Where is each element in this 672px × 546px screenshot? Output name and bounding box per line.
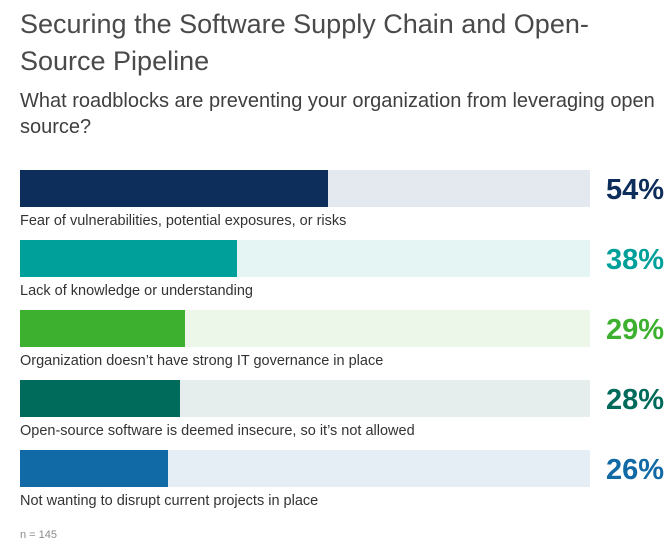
bar-fill xyxy=(20,170,328,207)
bar-row: 28% Open-source software is deemed insec… xyxy=(0,380,672,450)
bar-value-label: 29% xyxy=(605,314,664,346)
bar-fill xyxy=(20,450,169,487)
bar-track xyxy=(20,240,590,277)
bar-value-label: 38% xyxy=(605,244,664,276)
bar-track xyxy=(20,170,590,207)
bar-category-label: Organization doesn’t have strong IT gove… xyxy=(20,353,384,369)
bar-value-label: 28% xyxy=(605,384,664,416)
bar-row: 54% Fear of vulnerabilities, potential e… xyxy=(0,170,672,240)
bar-fill xyxy=(20,310,186,347)
sample-size-note: n = 145 xyxy=(20,529,58,541)
bar-category-label: Lack of knowledge or understanding xyxy=(20,283,253,299)
bar-track xyxy=(20,310,590,347)
bar-chart: 54% Fear of vulnerabilities, potential e… xyxy=(0,170,672,520)
bar-track xyxy=(20,380,590,417)
bar-fill xyxy=(20,380,180,417)
bar-value-label: 26% xyxy=(605,454,664,486)
bar-category-label: Fear of vulnerabilities, potential expos… xyxy=(20,213,347,229)
bar-fill xyxy=(20,240,237,277)
bar-category-label: Open-source software is deemed insecure,… xyxy=(20,423,415,439)
bar-track xyxy=(20,450,590,487)
chart-subtitle: What roadblocks are preventing your orga… xyxy=(20,90,655,138)
bar-value-label: 54% xyxy=(605,174,664,206)
bar-row: 29% Organization doesn’t have strong IT … xyxy=(0,310,672,380)
bar-row: 26% Not wanting to disrupt current proje… xyxy=(0,450,672,520)
bar-row: 38% Lack of knowledge or understanding xyxy=(0,240,672,310)
bar-category-label: Not wanting to disrupt current projects … xyxy=(20,493,319,509)
chart-title: Securing the Software Supply Chain and O… xyxy=(20,9,589,76)
